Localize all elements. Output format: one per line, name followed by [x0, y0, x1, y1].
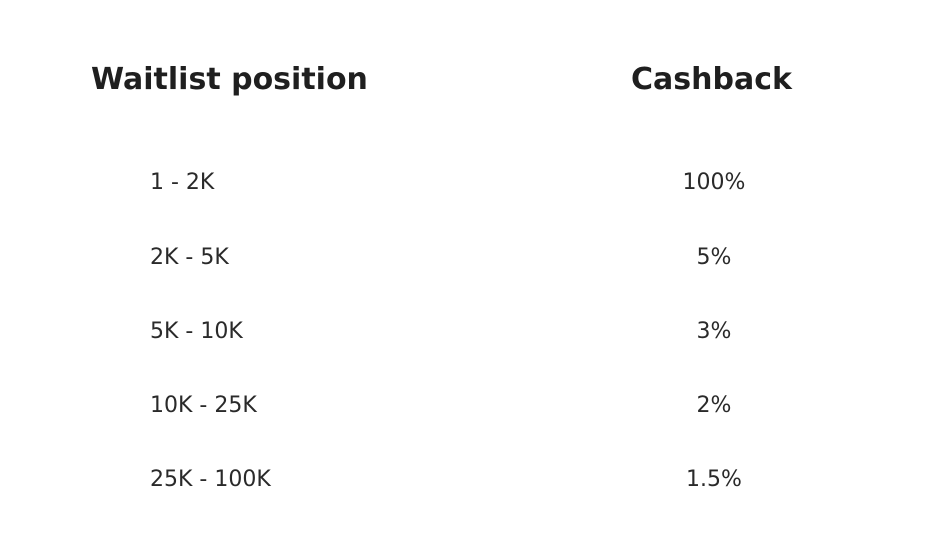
cashback-cell: 100%	[682, 170, 746, 195]
waitlist-position-cell: 2K - 5K	[150, 245, 229, 270]
cashback-cell: 2%	[696, 393, 732, 418]
cashback-cell: 5%	[696, 245, 732, 270]
table-row: 1 - 2K 100%	[0, 165, 944, 201]
table-row: 2K - 5K 5%	[0, 240, 944, 276]
cashback-cell: 3%	[696, 319, 732, 344]
table-row: 5K - 10K 3%	[0, 314, 944, 350]
table-row: 25K - 100K 1.5%	[0, 462, 944, 498]
waitlist-position-cell: 5K - 10K	[150, 319, 243, 344]
waitlist-position-cell: 25K - 100K	[150, 467, 271, 492]
waitlist-position-cell: 10K - 25K	[150, 393, 257, 418]
cashback-cell: 1.5%	[686, 467, 742, 492]
cashback-header: Cashback	[631, 62, 792, 97]
table-row: 10K - 25K 2%	[0, 388, 944, 424]
waitlist-position-header: Waitlist position	[91, 62, 368, 97]
waitlist-position-cell: 1 - 2K	[150, 170, 215, 195]
